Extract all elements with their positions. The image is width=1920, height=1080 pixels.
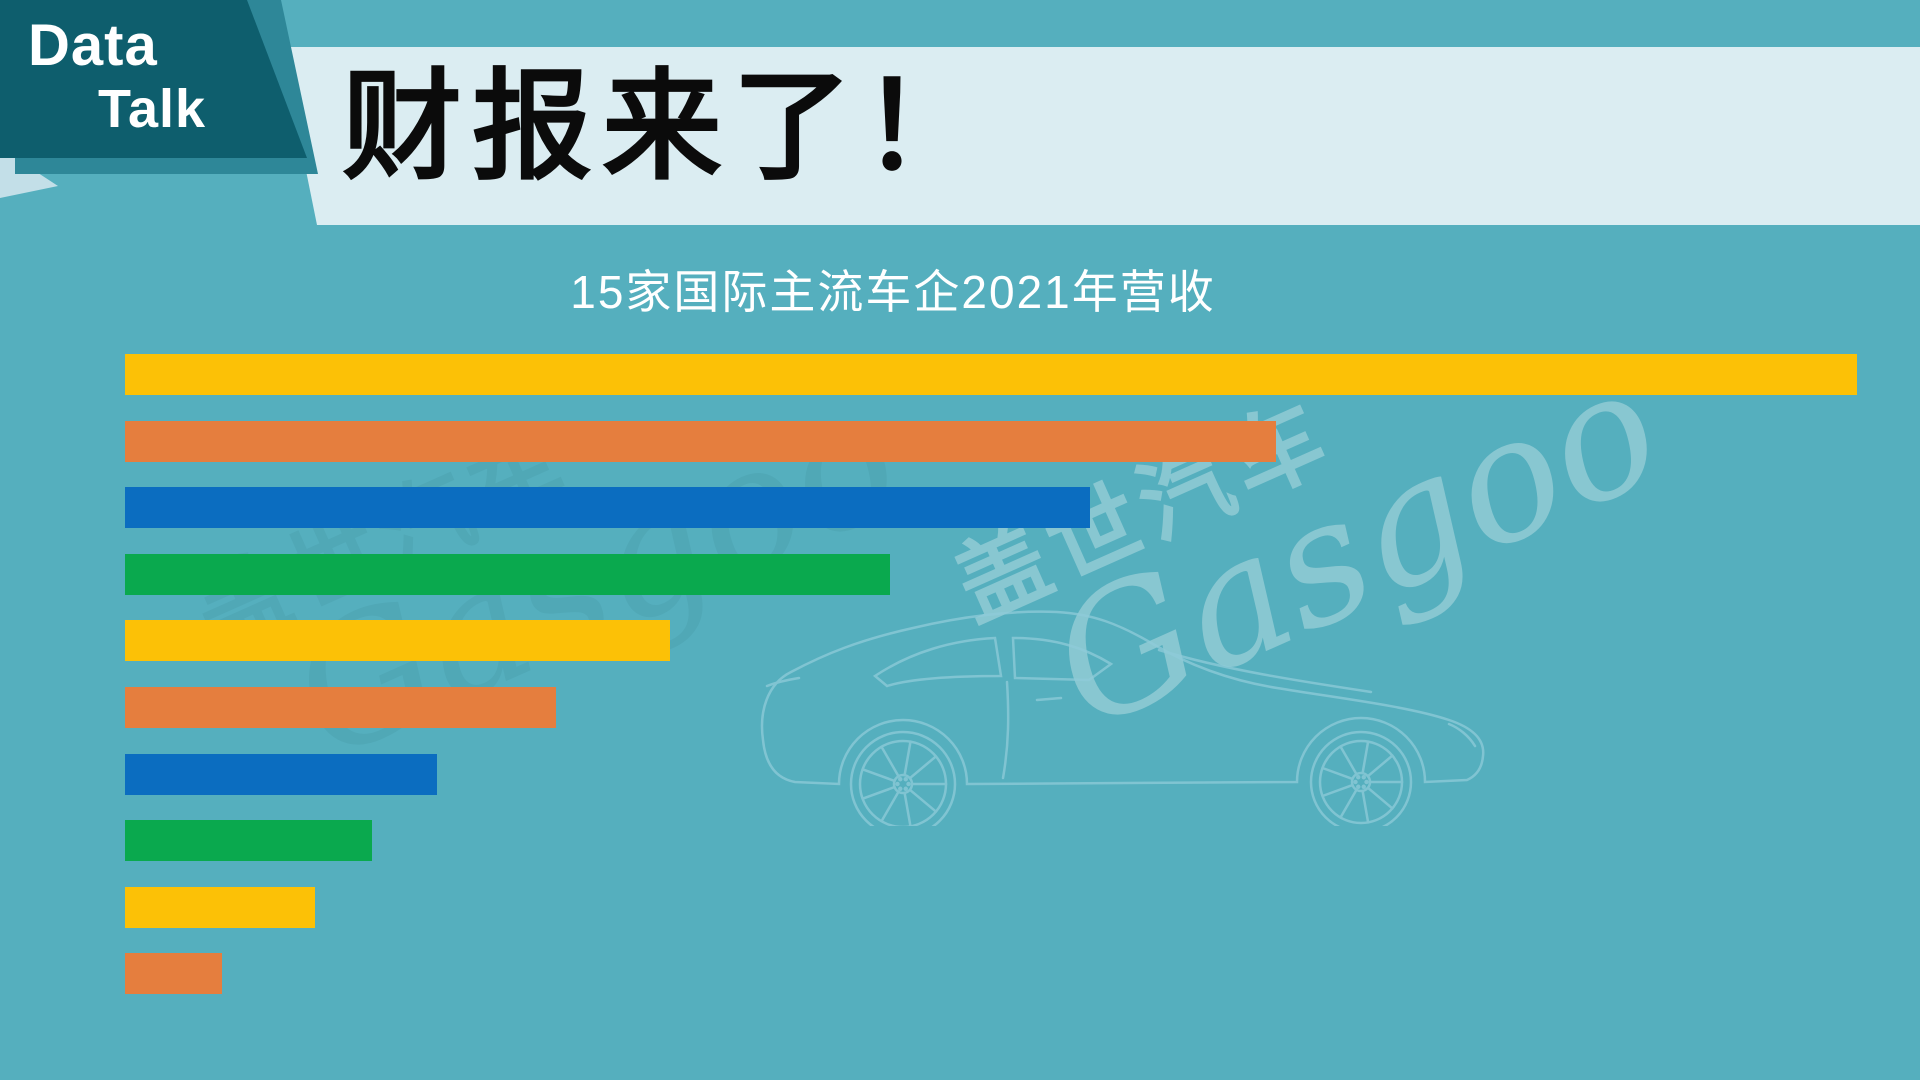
page-title: 财报来了！	[342, 60, 992, 194]
bar-4	[125, 553, 890, 595]
bar-1	[125, 354, 1857, 395]
car-line-art-icon	[760, 610, 1485, 826]
bar-9	[125, 886, 315, 928]
title-banner	[281, 47, 1920, 225]
bar-7	[125, 753, 437, 795]
bar-2	[125, 420, 1276, 462]
bar-8	[125, 820, 372, 862]
bar-10	[125, 953, 222, 995]
bar-chart	[125, 354, 1857, 995]
chart-title: 15家国际主流车企2021年营收	[570, 266, 1216, 318]
bar-6	[125, 686, 556, 728]
logo-text-talk: Talk	[98, 79, 207, 139]
logo-text-data: Data	[28, 13, 158, 78]
bar-5	[125, 620, 670, 662]
logo-badge	[0, 0, 307, 158]
bar-3	[125, 487, 1090, 529]
